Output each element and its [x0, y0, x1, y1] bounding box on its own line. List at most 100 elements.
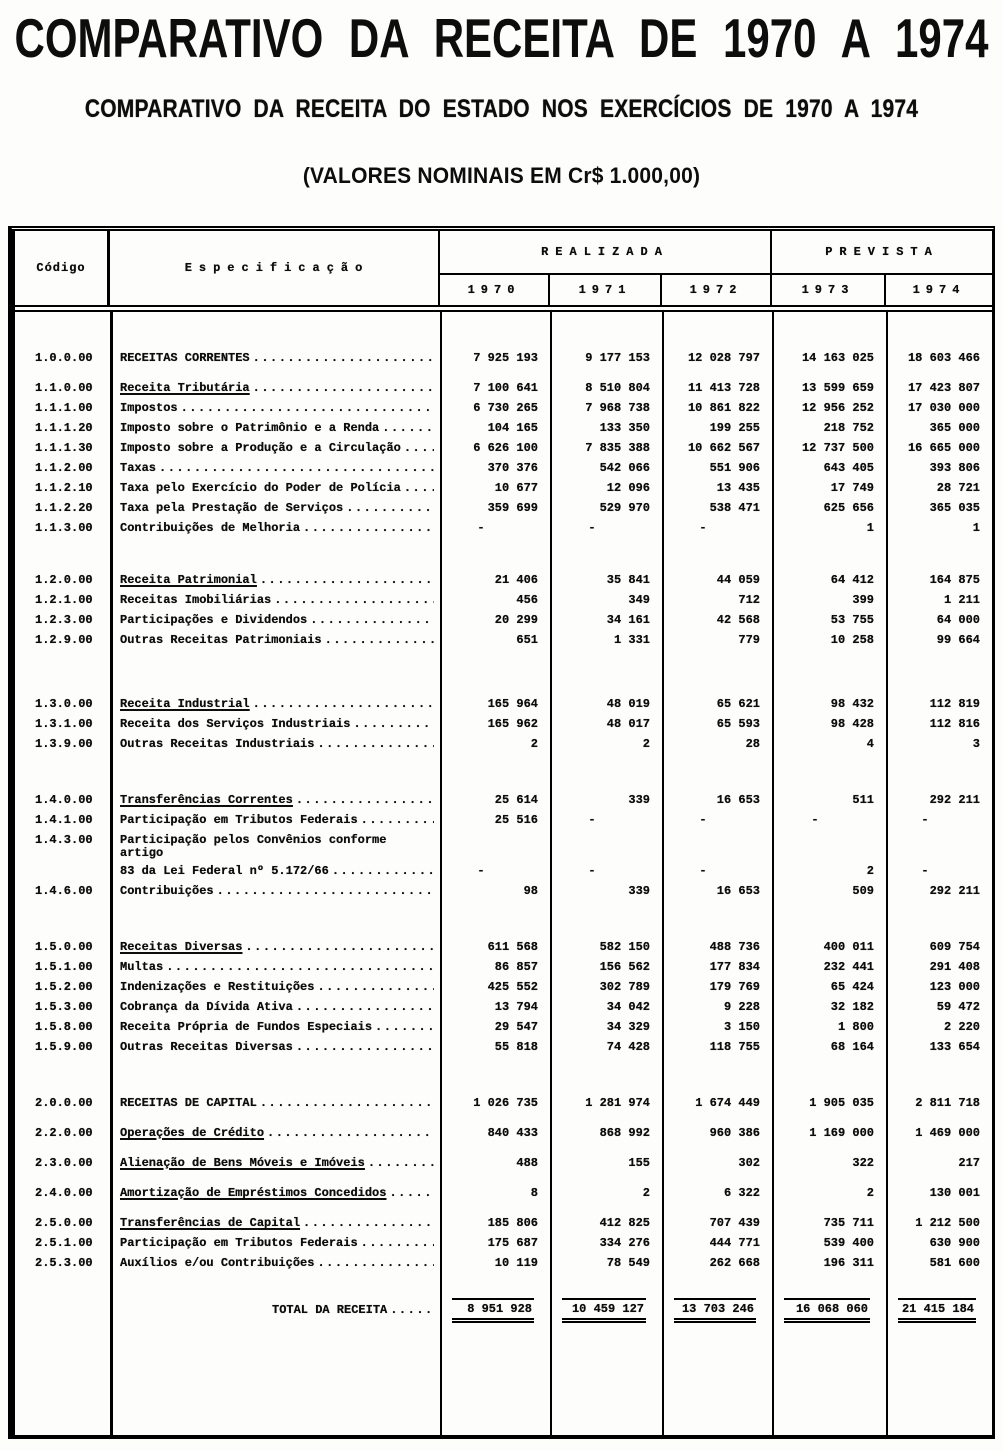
value-1974: -: [921, 813, 929, 827]
header-year-1973: 1973: [772, 275, 886, 305]
spec-line: TOTAL DA RECEITA: [272, 1304, 434, 1317]
spec-line: Participação em Tributos Federais: [120, 814, 434, 827]
value-1972: 13 435: [716, 481, 760, 495]
header-year-1974: 1974: [912, 283, 966, 297]
value-1971: 34 042: [606, 1000, 650, 1014]
row-specification: Alienação de Bens Móveis e Imóveis: [110, 1157, 440, 1170]
value-1973: 2: [866, 864, 874, 878]
value-1972: 707 439: [709, 1216, 760, 1230]
leader-dots: [310, 614, 434, 627]
value-1973: 98 428: [830, 717, 874, 731]
value-1973: 196 311: [823, 1256, 874, 1270]
row-code: 1.1.3.00: [35, 521, 93, 535]
spec-line: Transferências Correntes: [120, 794, 434, 807]
row-code: 1.5.9.00: [35, 1040, 93, 1054]
leader-dots: [404, 442, 434, 455]
row-specification: Imposto sobre o Patrimônio e a Renda: [110, 422, 440, 435]
value-1971: -: [588, 813, 596, 827]
row-code: 1.4.1.00: [35, 813, 93, 827]
column-divider: [110, 312, 113, 1436]
row-code: 1.2.3.00: [35, 613, 93, 627]
value-1974: 365 000: [929, 421, 980, 435]
value-1970: 86 857: [494, 960, 538, 974]
value-1972: 16 653: [716, 884, 760, 898]
value-1973: 98 432: [830, 697, 874, 711]
row-label: Alienação de Bens Móveis e Imóveis: [120, 1156, 365, 1170]
spec-line: Taxa pelo Exercício do Poder de Polícia: [120, 482, 434, 495]
row-specification: Outras Receitas Industriais: [110, 738, 440, 751]
table-row: 1.3.1.00 Receita dos Serviços Industriais…: [15, 718, 992, 731]
spec-line: Indenizações e Restituições: [120, 981, 434, 994]
value-1973: 12 956 252: [801, 401, 874, 415]
spec-line: Multas: [120, 961, 434, 974]
value-1971: 7 835 388: [585, 441, 650, 455]
value-1974: 123 000: [929, 980, 980, 994]
value-1974: 164 875: [929, 573, 980, 587]
value-1972: 28: [745, 737, 760, 751]
table-row: 1.3.0.00 Receita Industrial 165 964 48 019 6…: [15, 698, 992, 711]
value-1971: 868 992: [599, 1126, 650, 1140]
values-unit-note: (VALORES NOMINAIS EM Cr$ 1.000,00): [302, 164, 701, 189]
row-label: Participação pelos Convênios conforme ar…: [120, 833, 387, 860]
value-1971: 1 331: [613, 633, 650, 647]
leader-dots: [267, 1127, 434, 1140]
value-1973: 4: [866, 737, 874, 751]
table-row: 1.0.0.00 RECEITAS CORRENTES 7 925 193 9 177…: [15, 352, 992, 365]
leader-dots: [317, 981, 434, 994]
row-label: Indenizações e Restituições: [120, 980, 315, 994]
row-label: Receita Tributária: [120, 381, 250, 395]
page-title: COMPARATIVO DA RECEITA DE 1970 A 1974: [14, 7, 989, 69]
value-1973: 400 011: [823, 940, 874, 954]
row-label: Imposto sobre o Patrimônio e a Renda: [120, 421, 380, 435]
value-1974: 28 721: [936, 481, 980, 495]
spec-line: Taxa pela Prestação de Serviços: [120, 502, 434, 515]
value-1973: 32 182: [830, 1000, 874, 1014]
value-1972: 302: [738, 1156, 760, 1170]
table-row: 1.1.3.00 Contribuições de Melhoria - - - 1 1: [15, 522, 992, 535]
value-1972: 6 322: [723, 1186, 760, 1200]
spec-line: Contribuições: [120, 885, 434, 898]
spec-line: Receitas Diversas: [120, 941, 434, 954]
value-1971: 12 096: [606, 481, 650, 495]
value-1973: 64 412: [830, 573, 874, 587]
row-specification: Participação em Tributos Federais: [110, 814, 440, 827]
leader-dots: [245, 941, 434, 954]
row-code: 1.5.1.00: [35, 960, 93, 974]
table-header: Código Especificação REALIZADA PREVISTA …: [15, 231, 992, 312]
leader-dots: [368, 1157, 434, 1170]
value-1973: 12 737 500: [801, 441, 874, 455]
value-1973: 68 164: [830, 1040, 874, 1054]
value-1970: 175 687: [487, 1236, 538, 1250]
value-1972: 44 059: [716, 573, 760, 587]
value-1972: 551 906: [709, 461, 760, 475]
leader-dots: [353, 718, 434, 731]
row-label: Participação em Tributos Federais: [120, 813, 358, 827]
leader-dots: [166, 961, 434, 974]
spec-line: Operações de Crédito: [120, 1127, 434, 1140]
leader-dots: [361, 814, 434, 827]
leader-dots: [296, 794, 434, 807]
row-label: Cobrança da Dívida Ativa: [120, 1000, 293, 1014]
row-code: 1.3.0.00: [35, 697, 93, 711]
value-1970: 8 951 928: [440, 1298, 550, 1323]
spec-line-2: 83 da Lei Federal nº 5.172/66: [120, 865, 434, 878]
value-1974: 1 469 000: [915, 1126, 980, 1140]
row-code: 1.1.2.10: [35, 481, 93, 495]
value-1971: 339: [628, 884, 650, 898]
value-1973: 14 163 025: [801, 351, 874, 365]
value-1970: 13 794: [494, 1000, 538, 1014]
leader-dots: [181, 402, 434, 415]
row-code: 1.4.3.00: [35, 833, 93, 847]
value-1970: 488: [516, 1156, 538, 1170]
value-1973: 1: [866, 521, 874, 535]
value-1974: 64 000: [936, 613, 980, 627]
value-1972: 10 861 822: [687, 401, 760, 415]
value-1974: 18 603 466: [907, 351, 980, 365]
row-label: Impostos: [120, 401, 178, 415]
column-divider: [550, 312, 552, 1436]
header-year-1970: 1970: [440, 275, 550, 305]
row-specification: Transferências de Capital: [110, 1217, 440, 1230]
row-code: 1.1.2.20: [35, 501, 93, 515]
leader-dots: [389, 1187, 434, 1200]
value-1970: 370 376: [487, 461, 538, 475]
